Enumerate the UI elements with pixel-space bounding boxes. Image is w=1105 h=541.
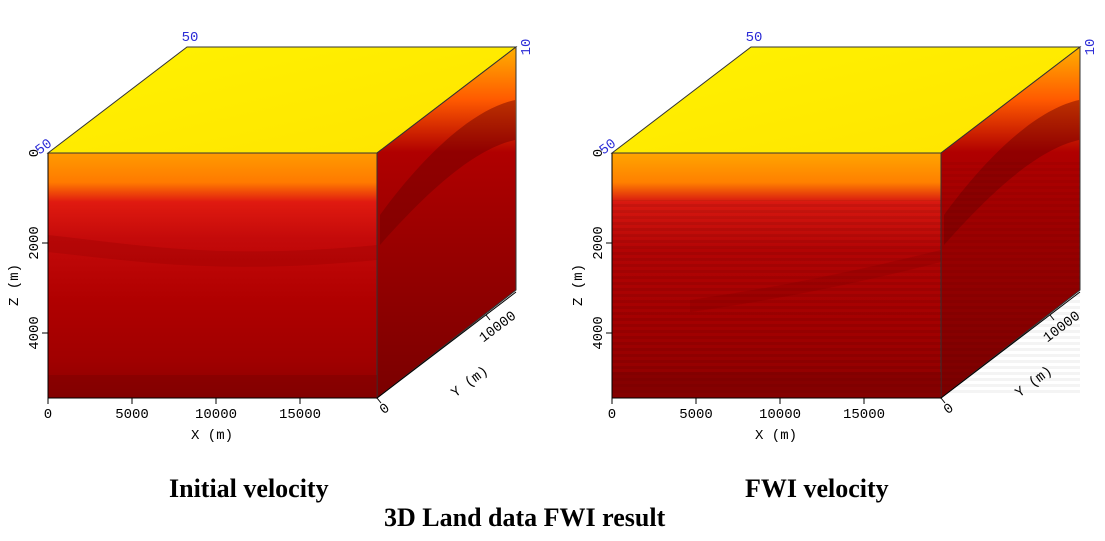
y-axis-label: Y (m) — [449, 364, 492, 402]
front-bottom-band — [48, 375, 377, 398]
z-tick-label: 2000 — [591, 226, 607, 260]
z-depth-zero-label: 0 — [27, 149, 43, 157]
panel-fwi-velocity: 0 5000 10000 15000 X (m) 2000 4000 0 Z (… — [571, 30, 1099, 444]
front-layer-band — [48, 235, 377, 267]
z-axis-ticks: 2000 4000 0 — [27, 149, 48, 350]
x-tick-label: 5000 — [679, 407, 713, 423]
z-tick-label: 2000 — [27, 226, 43, 260]
slice-label-top-right: 10 — [1083, 39, 1099, 56]
x-tick-label: 15000 — [279, 407, 321, 423]
side-dark-band — [380, 100, 515, 245]
y-axis-line — [940, 291, 1081, 399]
y-tick-label: 0 — [377, 401, 393, 419]
x-tick-label: 10000 — [195, 407, 237, 423]
front-dipping-layer — [690, 250, 941, 312]
slice-label-top-back: 50 — [182, 30, 199, 46]
x-axis-ticks: 0 5000 10000 15000 — [44, 398, 321, 423]
front-stripes — [612, 200, 941, 395]
z-depth-zero-label: 0 — [591, 149, 607, 157]
z-axis-label: Z (m) — [7, 264, 23, 306]
cube-front-face — [47, 152, 378, 399]
z-axis-ticks: 2000 4000 0 — [591, 149, 612, 350]
caption-initial-velocity: Initial velocity — [169, 474, 329, 503]
front-bottom-band — [612, 372, 941, 398]
y-axis-line — [376, 291, 517, 399]
x-axis-ticks: 0 5000 10000 15000 — [608, 398, 885, 423]
z-tick-label: 4000 — [591, 316, 607, 350]
x-tick-label: 10000 — [759, 407, 801, 423]
x-tick-label: 0 — [608, 407, 616, 423]
x-tick-label: 5000 — [115, 407, 149, 423]
figure-title: 3D Land data FWI result — [384, 503, 666, 532]
z-axis-label: Z (m) — [571, 264, 587, 306]
panel-initial-velocity: 0 5000 10000 15000 X (m) 2000 4000 0 Z (… — [7, 30, 535, 444]
x-axis-label: X (m) — [191, 428, 233, 444]
x-axis-label: X (m) — [755, 428, 797, 444]
x-tick-label: 0 — [44, 407, 52, 423]
x-tick-label: 15000 — [843, 407, 885, 423]
slice-label-top-right: 10 — [519, 39, 535, 56]
slice-label-top-back: 50 — [746, 30, 763, 46]
y-tick-label: 0 — [941, 401, 957, 419]
caption-fwi-velocity: FWI velocity — [745, 474, 889, 503]
z-tick-label: 4000 — [27, 316, 43, 350]
side-stripes — [941, 160, 1080, 395]
